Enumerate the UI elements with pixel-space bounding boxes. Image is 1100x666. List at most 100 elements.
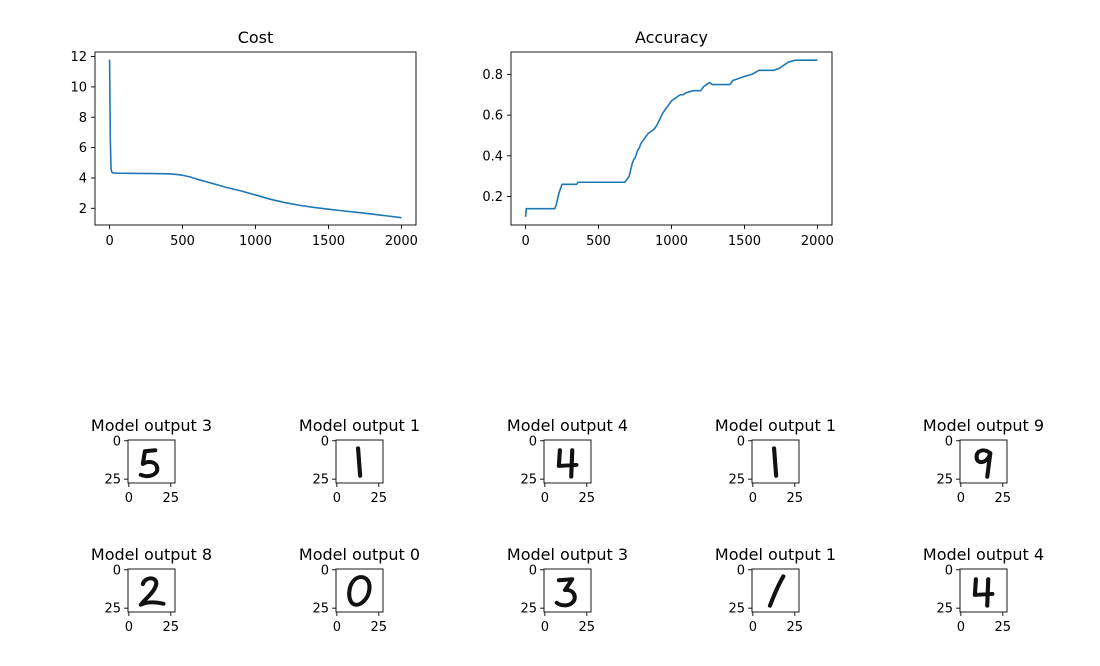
digit-panel-title: Model output 9 xyxy=(923,416,1044,435)
digit-image xyxy=(138,448,160,479)
y-tick-label: 0 xyxy=(529,563,537,578)
y-tick-label: 0.6 xyxy=(482,109,503,124)
x-tick-label: 25 xyxy=(787,491,804,506)
y-tick-label: 0.8 xyxy=(482,68,503,83)
digit-axes-frame xyxy=(127,439,176,484)
x-tick-label: 1500 xyxy=(728,234,761,249)
digit-image xyxy=(356,446,363,478)
handwritten-digit-stroke xyxy=(974,448,993,479)
y-tick-label: 25 xyxy=(312,602,329,617)
y-tick-label: 4 xyxy=(79,171,87,186)
digit-axes-frame xyxy=(335,568,384,613)
y-tick-label: 25 xyxy=(936,602,953,617)
digit-image xyxy=(974,448,993,479)
digit-image xyxy=(772,446,779,478)
x-tick-label: 0 xyxy=(125,620,133,635)
x-tick-label: 2000 xyxy=(385,234,418,249)
axes-frame xyxy=(94,51,417,226)
digit-image xyxy=(767,574,786,608)
x-tick-label: 25 xyxy=(371,491,388,506)
handwritten-digit-stroke xyxy=(972,577,995,608)
y-tick-label: 25 xyxy=(104,473,121,488)
x-tick-label: 0 xyxy=(125,491,133,506)
y-tick-label: 25 xyxy=(728,602,745,617)
x-tick-label: 0 xyxy=(749,620,757,635)
x-tick-label: 0 xyxy=(957,491,965,506)
x-tick-label: 0 xyxy=(749,491,757,506)
y-tick-label: 0 xyxy=(945,434,953,449)
digit-axes-frame xyxy=(543,439,592,484)
digit-axes-frame xyxy=(751,439,800,484)
y-tick-label: 0 xyxy=(737,563,745,578)
x-tick-label: 1000 xyxy=(239,234,272,249)
y-tick-label: 0 xyxy=(945,563,953,578)
cost-chart: Cost 0 500 1000 1500 2000 2 4 6 8 10 12 xyxy=(70,28,418,249)
digit-image-background xyxy=(960,569,1007,612)
x-tick-label: 25 xyxy=(371,620,388,635)
handwritten-digit-stroke xyxy=(767,574,786,608)
y-tick-label: 0 xyxy=(321,434,329,449)
digit-image xyxy=(138,576,166,607)
x-tick-label: 0 xyxy=(541,491,549,506)
y-tick-label: 0 xyxy=(113,434,121,449)
digit-panel-title: Model output 1 xyxy=(715,545,836,564)
y-tick-label: 0 xyxy=(529,434,537,449)
handwritten-digit-stroke xyxy=(556,448,579,479)
digit-image xyxy=(556,448,579,479)
y-tick-label: 0.2 xyxy=(482,190,503,205)
accuracy-series-line xyxy=(524,59,818,217)
digit-image xyxy=(347,575,372,607)
y-tick-label: 25 xyxy=(520,602,537,617)
digit-image xyxy=(972,577,995,608)
x-tick-label: 25 xyxy=(995,491,1012,506)
axes-frame xyxy=(510,51,833,226)
x-tick-label: 0 xyxy=(333,620,341,635)
digit-panel-title: Model output 8 xyxy=(91,545,212,564)
x-tick-label: 0 xyxy=(333,491,341,506)
x-tick-label: 1500 xyxy=(312,234,345,249)
x-tick-label: 25 xyxy=(579,491,596,506)
y-tick-label: 25 xyxy=(936,473,953,488)
x-tick-label: 0 xyxy=(957,620,965,635)
digit-panel-title: Model output 4 xyxy=(507,416,628,435)
handwritten-digit-stroke xyxy=(347,575,372,607)
x-tick-label: 25 xyxy=(579,620,596,635)
digit-axes-frame xyxy=(543,568,592,613)
x-tick-label: 0 xyxy=(541,620,549,635)
handwritten-digit-stroke xyxy=(138,448,160,479)
digit-panel-title: Model output 4 xyxy=(923,545,1044,564)
digit-axes-frame xyxy=(959,439,1008,484)
x-tick-label: 25 xyxy=(163,491,180,506)
digit-panel-title: Model output 3 xyxy=(91,416,212,435)
y-tick-label: 8 xyxy=(79,111,87,126)
digit-panel-title: Model output 1 xyxy=(299,416,420,435)
digit-axes-frame xyxy=(959,568,1008,613)
x-tick-label: 25 xyxy=(163,620,180,635)
digit-panel-title: Model output 1 xyxy=(715,416,836,435)
digit-axes-frame xyxy=(335,439,384,484)
digit-panel-title: Model output 3 xyxy=(507,545,628,564)
handwritten-digit-stroke xyxy=(554,577,577,608)
y-tick-label: 0 xyxy=(113,563,121,578)
x-tick-label: 2000 xyxy=(801,234,834,249)
digit-image-background xyxy=(544,440,591,483)
x-tick-label: 500 xyxy=(586,234,611,249)
x-tick-label: 25 xyxy=(995,620,1012,635)
x-tick-label: 0 xyxy=(105,234,113,249)
handwritten-digit-stroke xyxy=(138,576,166,607)
y-tick-label: 0 xyxy=(321,563,329,578)
cost-series-line xyxy=(108,59,402,219)
digit-axes-frame xyxy=(751,568,800,613)
y-tick-label: 0.4 xyxy=(482,149,503,164)
digit-axes-frame xyxy=(127,568,176,613)
y-tick-label: 25 xyxy=(312,473,329,488)
y-tick-label: 0 xyxy=(737,434,745,449)
